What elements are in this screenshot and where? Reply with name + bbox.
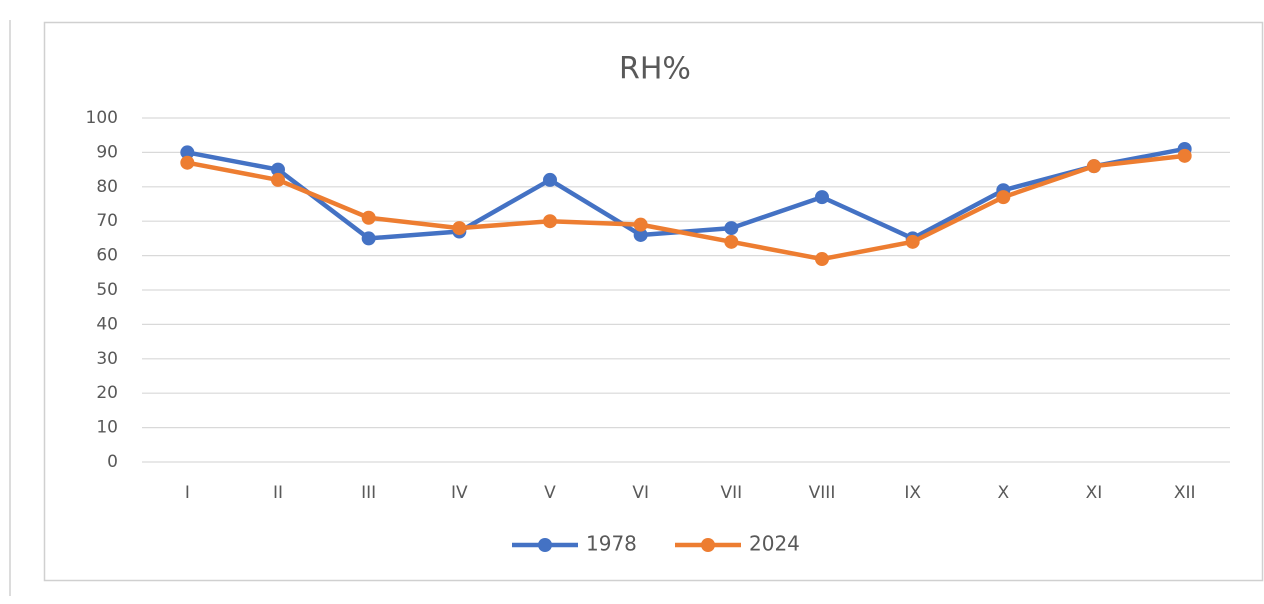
series-marker [543, 214, 557, 229]
series-marker [633, 217, 648, 232]
x-tick-label: V [544, 483, 556, 503]
y-tick-label: 40 [96, 314, 118, 334]
series-marker [361, 210, 376, 225]
series-marker [180, 155, 195, 170]
y-tick-label: 60 [96, 246, 118, 266]
series-marker [996, 190, 1011, 205]
x-tick-label: X [998, 483, 1010, 503]
y-tick-label: 10 [96, 418, 118, 438]
series-marker [180, 145, 195, 160]
x-tick-label: III [361, 483, 376, 503]
y-tick-label: 30 [96, 349, 118, 369]
legend-label: 2024 [749, 532, 800, 556]
legend-marker [538, 538, 552, 552]
series-marker [815, 252, 829, 267]
x-tick-label: II [273, 483, 283, 503]
chart-title: RH% [619, 52, 691, 87]
y-tick-label: 100 [86, 108, 118, 128]
x-tick-label: IX [904, 483, 921, 503]
legend-marker [701, 538, 715, 552]
series-marker [905, 234, 920, 249]
series-marker [724, 234, 739, 249]
x-tick-label: XII [1174, 483, 1196, 503]
x-tick-label: VI [632, 483, 649, 503]
y-tick-label: 50 [96, 280, 118, 300]
series-marker [1177, 148, 1192, 163]
x-tick-label: XI [1086, 483, 1103, 503]
series-marker [815, 190, 829, 205]
series-line [186, 153, 1185, 262]
x-tick-label: IV [451, 483, 468, 503]
series-marker [271, 172, 285, 187]
chart-frame [43, 21, 1264, 582]
series-marker [361, 231, 376, 246]
series-marker [724, 221, 739, 236]
y-tick-label: 80 [96, 177, 118, 197]
series-marker [452, 221, 467, 236]
x-tick-label: I [185, 483, 190, 503]
series-marker [543, 172, 557, 187]
x-tick-label: VII [720, 483, 742, 503]
y-tick-label: 90 [96, 142, 118, 162]
legend-label: 1978 [586, 532, 637, 556]
series-marker [1087, 159, 1101, 174]
x-tick-label: VIII [809, 483, 836, 503]
y-tick-label: 20 [96, 383, 118, 403]
series-marker [633, 227, 648, 242]
y-tick-label: 0 [107, 452, 118, 472]
series-marker [271, 162, 285, 177]
y-tick-label: 70 [96, 211, 118, 231]
